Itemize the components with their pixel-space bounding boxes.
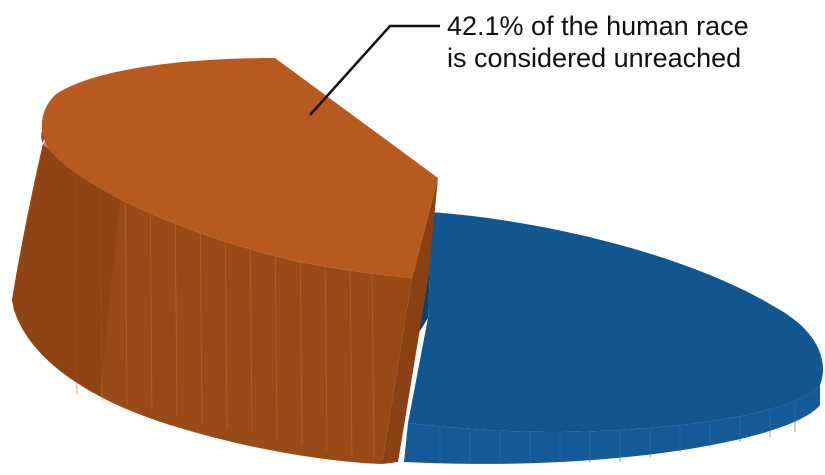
blue-slice-top [408,212,824,432]
annotation-leader-line [309,24,440,116]
orange-side-shade [12,122,120,395]
orange-side-rib [174,187,178,418]
orange-side-rib [149,178,153,412]
orange-side-rib [324,244,328,451]
slice-unreached [12,58,438,464]
orange-side-rib [224,206,228,429]
orange-slice-top [41,58,438,278]
orange-side-rib [199,197,203,423]
orange-side-rib [249,216,253,434]
orange-slice-ribs [12,122,375,462]
orange-slice-cut-wall [382,178,438,464]
blue-slice-side [404,385,820,464]
orange-side-rib [371,263,375,462]
annotation-line-2: is considered unreached [447,43,741,73]
annotation: 42.1% of the human race is considered un… [309,11,749,116]
orange-side-rib [124,168,128,407]
slice-unreached-complement [404,212,824,464]
annotation-line-1: 42.1% of the human race [447,11,749,41]
orange-side-rib [274,225,278,440]
orange-side-rib [299,235,303,445]
blue-slice-ribs [439,404,796,462]
orange-side-rib [349,254,353,456]
